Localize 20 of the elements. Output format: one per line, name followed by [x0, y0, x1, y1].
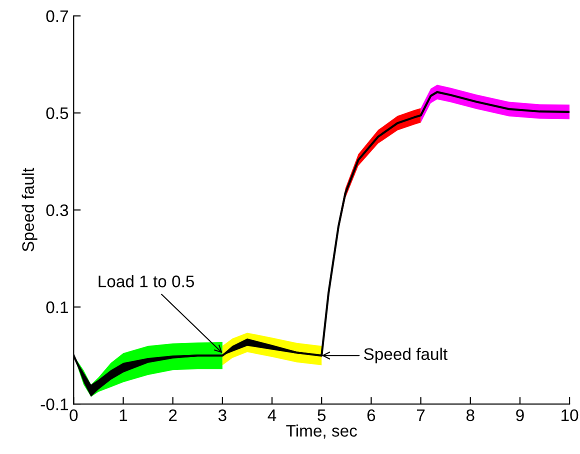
x-tick-label: 1: [120, 410, 128, 421]
y-tick-label: 0.3: [46, 204, 68, 216]
x-tick-label: 10: [562, 409, 578, 422]
x-tick-label: 3: [218, 409, 226, 422]
y-tick-label: 0.7: [46, 10, 68, 22]
x-tick-label: 6: [367, 409, 376, 422]
annotation: Load 1 to 0.5: [98, 275, 194, 288]
x-tick-label: 7: [417, 410, 425, 421]
x-tick-label: 8: [466, 409, 474, 422]
y-tick-label: 0.1: [46, 301, 68, 314]
x-tick-label: 5: [318, 410, 326, 422]
y-axis-title: Speed fault: [22, 168, 38, 252]
annotation: Speed fault: [364, 348, 448, 364]
x-tick-label: 4: [268, 410, 276, 421]
x-tick-label: 9: [516, 409, 524, 422]
x-axis-title: Time, sec: [286, 424, 357, 439]
y-tick-label: -0.1: [40, 398, 68, 410]
x-tick-label: 2: [169, 409, 177, 421]
x-tick-label: 0: [70, 409, 78, 422]
y-tick-label: 0.5: [46, 107, 68, 120]
